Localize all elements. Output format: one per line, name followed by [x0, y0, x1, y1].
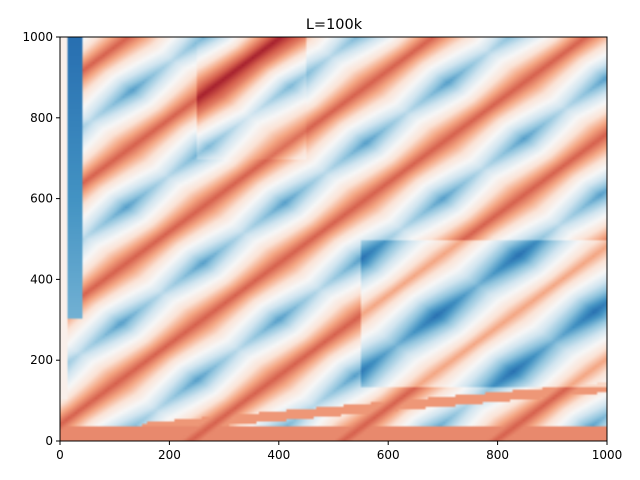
y-tick-label: 200 — [30, 353, 53, 367]
y-tick-label: 0 — [45, 434, 53, 448]
y-axis: 0 200 400 600 800 1000 — [22, 30, 60, 448]
y-tick-label: 1000 — [22, 30, 53, 44]
heatmap-surface — [60, 37, 607, 441]
y-tick-label: 800 — [30, 111, 53, 125]
y-tick-label: 400 — [30, 272, 53, 286]
x-tick-label: 200 — [158, 448, 181, 462]
plot-frame — [59, 36, 608, 442]
y-tick-label: 600 — [30, 192, 53, 206]
x-axis: 0 200 400 600 800 1000 — [56, 441, 622, 462]
x-tick-label: 1000 — [592, 448, 623, 462]
x-tick-label: 600 — [377, 448, 400, 462]
chart-title: L=100k — [306, 17, 363, 33]
x-tick-label: 0 — [56, 448, 64, 462]
x-tick-label: 400 — [267, 448, 290, 462]
x-tick-label: 800 — [486, 448, 509, 462]
